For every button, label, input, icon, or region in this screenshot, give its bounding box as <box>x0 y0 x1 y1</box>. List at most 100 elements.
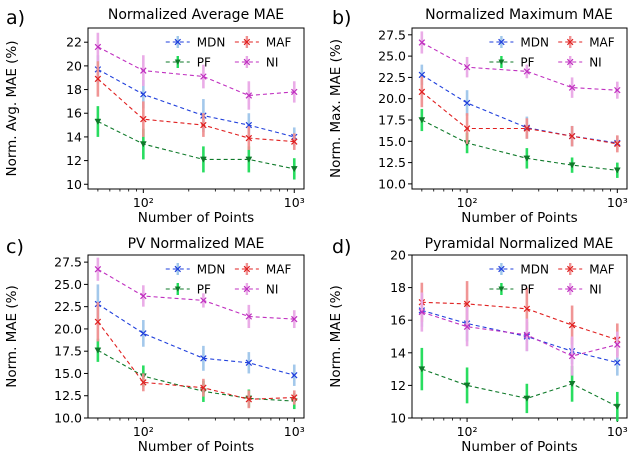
legend-marker <box>243 265 251 273</box>
chart-panel-b: b) Normalized Maximum MAE 10.0 12.5 15.0 17.5… <box>328 7 628 226</box>
data-point <box>463 300 471 308</box>
series-pf <box>94 106 298 180</box>
legend-marker <box>566 265 574 273</box>
legend-item-maf: MAF <box>558 36 615 50</box>
chart-title: Normalized Maximum MAE <box>425 7 613 23</box>
x-tick-label: 10² <box>133 424 154 439</box>
data-point <box>568 381 576 388</box>
legend: MDN PF MAF NI <box>165 36 292 70</box>
data-point <box>245 396 253 403</box>
series-line <box>97 46 295 97</box>
y-axis-label: Norm. Max. MAE (%) <box>328 39 344 178</box>
data-point <box>94 347 102 354</box>
x-axis-label: Number of Points <box>461 439 577 455</box>
data-point <box>291 315 298 323</box>
data-point <box>94 75 102 83</box>
series-pf <box>94 338 298 410</box>
y-tick-label: 22.5 <box>54 299 82 314</box>
legend-marker <box>498 38 505 46</box>
data-point <box>94 43 102 51</box>
x-tick-label: 10³ <box>284 195 305 210</box>
legend-label: PF <box>197 283 211 297</box>
y-tick-label: 12.5 <box>54 388 82 403</box>
legend-item-pf: PF <box>165 283 211 297</box>
x-axis-label: Number of Points <box>138 439 254 455</box>
data-point <box>463 99 471 107</box>
legend-label: MDN <box>520 36 549 50</box>
data-point <box>245 156 253 163</box>
data-point <box>523 125 531 132</box>
series-line <box>421 74 618 144</box>
data-point <box>523 331 531 339</box>
y-axis-label: Norm. MAE (%) <box>4 285 20 387</box>
y-tick-label: 27.5 <box>54 255 82 270</box>
legend-label: PF <box>520 283 534 297</box>
legend-item-pf: PF <box>489 283 535 297</box>
data-point <box>245 313 253 320</box>
x-tick-label: 10³ <box>607 195 628 210</box>
chart-title: PV Normalized MAE <box>128 236 265 252</box>
series-pf <box>418 108 621 178</box>
data-point <box>140 292 147 300</box>
series-ni <box>94 257 298 329</box>
y-tick-label: 17.5 <box>54 344 82 359</box>
y-tick-label: 10 <box>390 411 406 426</box>
legend-label: MDN <box>197 263 226 277</box>
y-tick-label: 27.5 <box>378 27 406 42</box>
y-tick-label: 10.0 <box>54 411 82 426</box>
legend-item-maf: MAF <box>234 263 291 277</box>
series-line <box>421 119 618 171</box>
y-axis-label: Norm. MAE (%) <box>328 285 344 387</box>
data-point <box>291 88 298 96</box>
legend: MDN PF MAF NI <box>489 263 615 297</box>
legend-marker <box>566 285 574 293</box>
series-line <box>421 368 618 408</box>
panel-letter: d) <box>332 236 351 258</box>
legend-label: PF <box>197 56 211 70</box>
legend-item-ni: NI <box>234 56 278 70</box>
y-tick-label: 15.0 <box>54 366 82 381</box>
data-point <box>140 379 147 386</box>
plot-frame <box>87 27 305 190</box>
data-point <box>94 266 102 273</box>
legend-label: MAF <box>266 36 292 50</box>
series-pf <box>418 347 621 422</box>
legend-label: NI <box>266 283 279 297</box>
y-tick-label: 16 <box>390 313 406 328</box>
legend-item-mdn: MDN <box>165 36 225 50</box>
data-point <box>245 134 253 142</box>
y-tick-label: 14 <box>390 345 406 360</box>
series-line <box>97 68 295 138</box>
legend-marker <box>174 286 181 292</box>
x-tick-label: 10³ <box>284 424 305 439</box>
data-point <box>568 84 576 91</box>
data-point <box>418 88 426 96</box>
data-point <box>568 132 576 140</box>
legend-label: MDN <box>520 263 549 277</box>
y-tick-label: 17.5 <box>378 113 406 128</box>
legend-marker <box>566 58 574 66</box>
y-tick-label: 12.5 <box>378 155 406 170</box>
data-point <box>140 330 147 337</box>
data-point <box>200 355 207 362</box>
y-tick-label: 25.0 <box>378 49 406 64</box>
series-mdn <box>418 64 621 150</box>
legend-label: NI <box>589 56 602 70</box>
data-point <box>94 318 102 326</box>
data-point <box>463 63 471 71</box>
legend-marker <box>498 59 505 65</box>
panel-letter: a) <box>6 7 25 29</box>
series-maf <box>94 61 298 150</box>
y-tick-label: 14 <box>66 129 82 144</box>
series-ni <box>94 32 298 110</box>
data-point <box>614 359 621 366</box>
y-tick-label: 20 <box>66 58 82 73</box>
data-point <box>290 166 298 173</box>
data-point <box>613 403 621 410</box>
data-point <box>200 384 207 391</box>
data-point <box>200 121 207 129</box>
series-ni <box>418 31 621 99</box>
legend-marker <box>566 38 574 46</box>
series-line <box>97 321 295 400</box>
